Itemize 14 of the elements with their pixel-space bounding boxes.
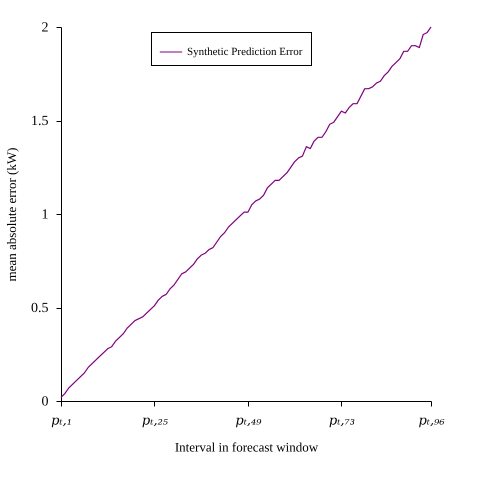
line-series (60, 26, 432, 398)
y-tick-label: 1 (42, 208, 48, 222)
x-tick-label: pₜ,₂₅ (142, 414, 169, 428)
x-tick-label: pₜ,₇₃ (328, 414, 355, 428)
y-tick-label: 2 (42, 20, 48, 36)
y-tick-label: 0 (42, 394, 48, 410)
x-tick-label: pₜ,₁ (51, 414, 72, 428)
x-tick-label: pₜ,₄₉ (235, 414, 262, 428)
y-tick-label: 1.5 (31, 114, 48, 129)
x-tick-label: pₜ,₉₆ (418, 414, 445, 428)
y-tick-label: 0.5 (31, 301, 48, 316)
y-axis-title: mean absolute error (kW) (4, 148, 19, 282)
x-axis-title: Interval in forecast window (174, 440, 319, 454)
legend-label: Synthetic Prediction Error (187, 46, 303, 58)
